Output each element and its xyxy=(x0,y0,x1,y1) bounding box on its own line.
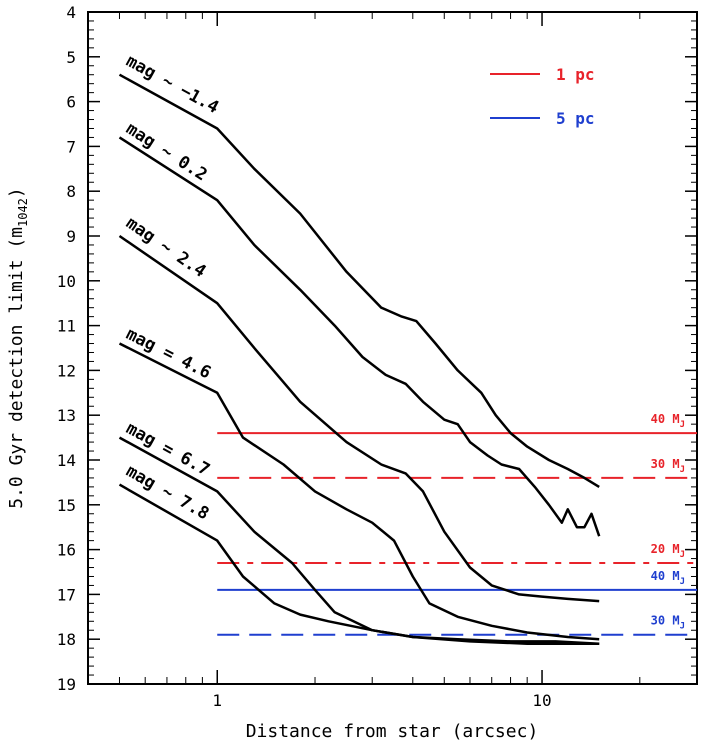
y-tick-label: 19 xyxy=(57,675,76,694)
y-tick-label: 11 xyxy=(57,317,76,336)
y-tick-label: 18 xyxy=(57,630,76,649)
mass-limit-lines: 40 MJ 30 MJ 20 MJ 40 MJ 30 MJ xyxy=(217,412,697,636)
y-tick-label: 10 xyxy=(57,272,76,291)
limit-line-label: 40 MJ xyxy=(651,412,685,430)
limit-line-label: 20 MJ xyxy=(651,542,685,560)
y-tick-label: 16 xyxy=(57,541,76,560)
detection-curve xyxy=(118,73,600,488)
detection-curve xyxy=(118,436,600,645)
y-tick-label: 13 xyxy=(57,406,76,425)
y-tick-label: 6 xyxy=(66,93,76,112)
detection-curve xyxy=(118,483,600,645)
detection-curve xyxy=(118,342,600,641)
y-tick-label: 17 xyxy=(57,585,76,604)
detection-curve xyxy=(118,234,600,603)
legend-label: 1 pc xyxy=(556,65,595,84)
plot-frame xyxy=(87,11,698,685)
curve-label: mag = 4.6 xyxy=(123,324,214,383)
x-axis-label: Distance from star (arcsec) xyxy=(246,721,539,742)
y-tick-label: 8 xyxy=(66,182,76,201)
y-tick-label: 7 xyxy=(66,137,76,156)
curve-label: mag ~ 0.2 xyxy=(122,119,210,186)
y-tick-label: 4 xyxy=(66,3,76,22)
legend-label: 5 pc xyxy=(556,109,595,128)
y-axis-label: 5.0 Gyr detection limit (m1042) xyxy=(6,187,30,509)
y-tick-label: 12 xyxy=(57,361,76,380)
detection-curve xyxy=(118,136,601,537)
axis-ticks: 4 5 6 7 8 9 10 11 12 13 14 15 16 17 18 19 1 10 xyxy=(57,3,698,710)
y-tick-label: 15 xyxy=(57,496,76,515)
limit-line-label: 30 MJ xyxy=(651,614,685,632)
legend: 1 pc 5 pc xyxy=(490,65,595,128)
y-tick-label: 14 xyxy=(57,451,76,470)
y-tick-label: 9 xyxy=(66,227,76,246)
x-tick-label: 10 xyxy=(532,691,551,710)
x-tick-label: 1 xyxy=(212,691,222,710)
y-tick-label: 5 xyxy=(66,48,76,67)
limit-line-label: 30 MJ xyxy=(651,457,685,475)
limit-line-label: 40 MJ xyxy=(651,569,685,587)
